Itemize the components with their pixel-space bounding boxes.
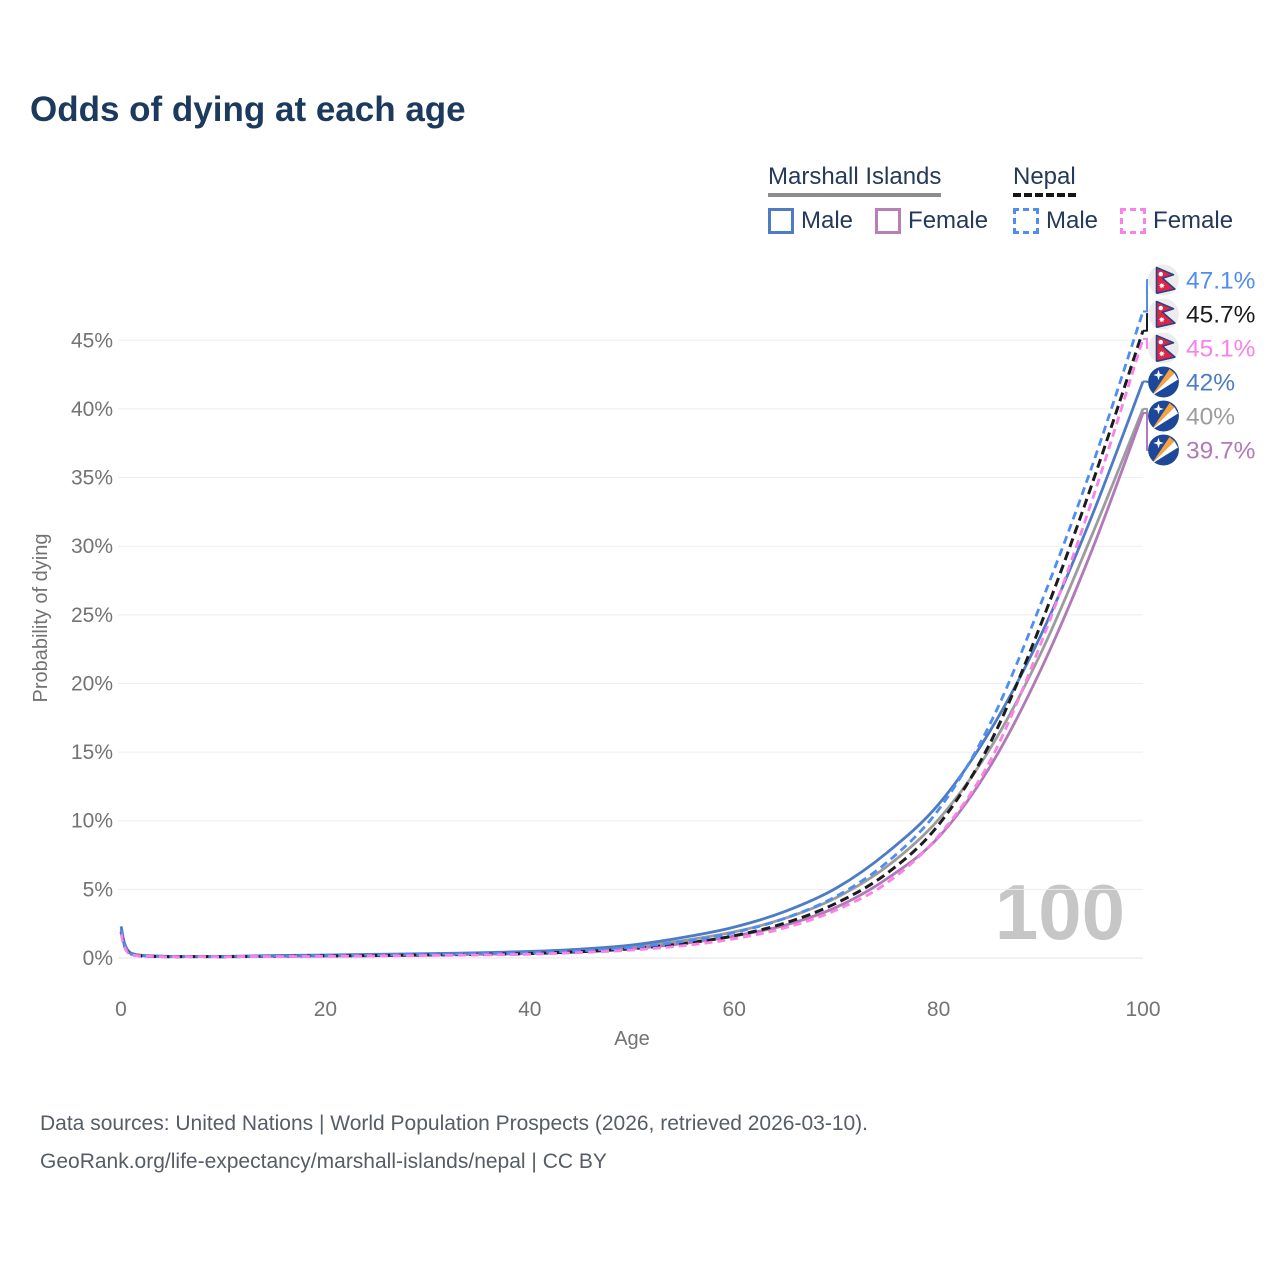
nepal-sun — [1158, 316, 1165, 323]
legend-header-marshall-islands: Marshall Islands — [768, 163, 942, 197]
mi-orange-ray — [1151, 437, 1175, 464]
series-line-marshall_islands_female[interactable] — [119, 412, 1145, 959]
mi-white-ray — [1151, 373, 1178, 396]
mi-star — [1153, 403, 1164, 415]
y-tick-label-40%: 40% — [71, 398, 113, 421]
mi-orange-ray — [1151, 369, 1175, 396]
y-tick-label-45%: 45% — [71, 329, 113, 352]
end-label-marshall_islands_male: 42% — [1186, 370, 1235, 397]
nepal-moon — [1158, 339, 1163, 345]
nepal-flag-icon — [1148, 332, 1179, 364]
end-label-marshall_islands_total: 40% — [1186, 404, 1235, 431]
mi-star — [1153, 437, 1164, 449]
marshall-male-swatch-icon — [768, 208, 794, 234]
series-line-nepal_male[interactable] — [119, 311, 1145, 959]
age-watermark: 100 — [994, 868, 1125, 956]
nepal-flag-icon — [1148, 264, 1179, 296]
mi-white-ray — [1151, 441, 1178, 464]
legend-nepal: Nepal Male Female — [1013, 163, 1233, 235]
nepal-moon — [1158, 271, 1163, 277]
leader-line-nepal_total — [1143, 313, 1148, 332]
legend-label-marshall-female: Female — [908, 207, 989, 234]
legend-item-marshall-female[interactable]: Female — [875, 207, 988, 235]
leader-line-nepal_female — [1143, 337, 1148, 349]
leader-line-nepal_male — [1143, 279, 1148, 313]
marshall-islands-flag-icon — [1148, 366, 1179, 398]
y-axis-title: Probability of dying — [30, 533, 52, 703]
x-tick-label-60: 60 — [723, 998, 746, 1021]
series-line-nepal_female[interactable] — [119, 338, 1145, 959]
series-line-marshall_islands_male[interactable] — [119, 381, 1145, 958]
end-label-nepal_male: 47.1% — [1186, 268, 1255, 295]
legend-row-marshall-islands: Male Female — [768, 207, 988, 235]
y-tick-label-30%: 30% — [71, 535, 113, 558]
x-tick-label-20: 20 — [314, 998, 337, 1021]
series-line-marshall_islands_total[interactable] — [119, 408, 1145, 958]
leader-line-marshall_islands_male — [1143, 380, 1148, 383]
y-tick-label-20%: 20% — [71, 672, 113, 695]
nepal-sun — [1158, 282, 1165, 289]
x-tick-label-40: 40 — [518, 998, 541, 1021]
legend-label-nepal-male: Male — [1046, 207, 1099, 234]
end-label-marshall_islands_female: 39.7% — [1186, 438, 1255, 465]
series-line-nepal_total[interactable] — [119, 330, 1145, 959]
x-axis-title: Age — [614, 1028, 650, 1050]
y-tick-label-15%: 15% — [71, 741, 113, 764]
legend-item-nepal-female[interactable]: Female — [1120, 207, 1233, 235]
x-tick-label-0: 0 — [115, 998, 127, 1021]
x-tick-label-80: 80 — [927, 998, 950, 1021]
nepal-moon — [1158, 305, 1163, 311]
y-tick-label-10%: 10% — [71, 810, 113, 833]
x-tick-label-100: 100 — [1125, 998, 1160, 1021]
end-label-nepal_female: 45.1% — [1186, 336, 1255, 363]
nepal-female-swatch-icon — [1120, 208, 1147, 234]
mi-white-ray — [1151, 407, 1178, 430]
marshall-female-swatch-icon — [875, 208, 902, 234]
mi-star — [1153, 369, 1164, 381]
legend-item-marshall-male[interactable]: Male — [768, 207, 853, 235]
end-label-nepal_total: 45.7% — [1186, 302, 1255, 329]
footer-url-line: GeoRank.org/life-expectancy/marshall-isl… — [40, 1150, 607, 1173]
chart-title: Odds of dying at each age — [30, 90, 466, 129]
footer-source-line: Data sources: United Nations | World Pop… — [40, 1112, 869, 1135]
legend-label-marshall-male: Male — [801, 207, 854, 234]
legend-row-nepal: Male Female — [1013, 207, 1233, 235]
y-tick-label-0%: 0% — [83, 947, 113, 970]
legend-label-nepal-female: Female — [1153, 207, 1234, 234]
marshall-islands-flag-icon — [1148, 434, 1179, 466]
nepal-flag-icon — [1148, 298, 1179, 330]
legend-marshall-islands: Marshall Islands Male Female — [768, 163, 988, 235]
nepal-male-swatch-icon — [1013, 208, 1039, 234]
legend-header-nepal: Nepal — [1013, 163, 1076, 197]
y-tick-label-35%: 35% — [71, 467, 113, 490]
leader-line-marshall_islands_female — [1143, 412, 1148, 451]
y-tick-label-25%: 25% — [71, 604, 113, 627]
legend-item-nepal-male[interactable]: Male — [1013, 207, 1098, 235]
marshall-islands-flag-icon — [1148, 400, 1179, 432]
nepal-sun — [1158, 350, 1165, 357]
mi-orange-ray — [1151, 403, 1175, 430]
y-tick-label-5%: 5% — [83, 878, 113, 901]
